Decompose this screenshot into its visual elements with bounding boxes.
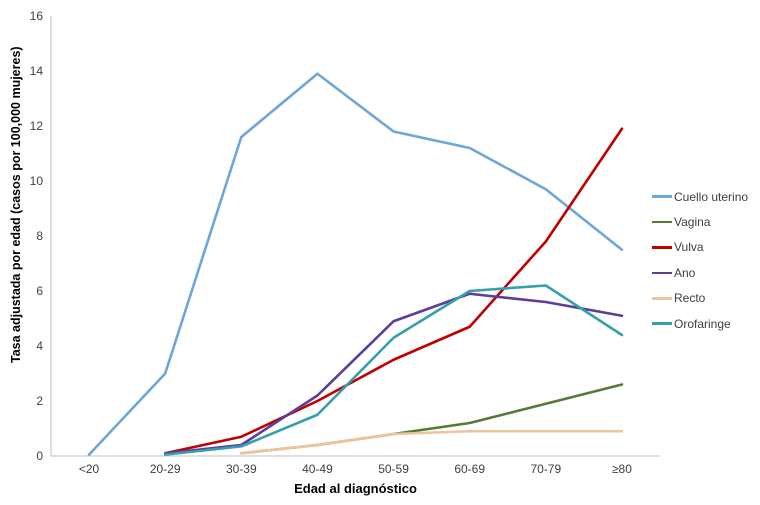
legend-swatch-icon <box>652 296 672 300</box>
series-line-cuello-uterino <box>87 72 624 456</box>
legend-swatch-icon <box>652 271 672 275</box>
x-tick-label: 20-29 <box>150 462 181 476</box>
legend-label: Cuello uterino <box>674 189 749 204</box>
legend-item-orofaringe: Orofaringe <box>652 311 748 336</box>
legend-swatch-icon <box>652 322 672 325</box>
y-tick-label: 16 <box>30 9 44 23</box>
x-tick-label: 40-49 <box>302 462 333 476</box>
legend-item-recto: Recto <box>652 286 748 311</box>
series-line-vagina <box>240 383 624 455</box>
y-tick-label: 8 <box>36 229 43 243</box>
legend-label: Orofaringe <box>674 316 731 331</box>
series-line-recto <box>240 429 624 455</box>
y-tick-label: 0 <box>36 449 43 463</box>
x-axis-title: Edad al diagnóstico <box>294 481 417 496</box>
legend-swatch-icon <box>652 220 672 224</box>
y-tick-label: 10 <box>30 174 44 188</box>
legend-swatch-icon <box>652 195 672 198</box>
y-tick-label: 4 <box>36 339 43 353</box>
x-tick-label: ≥80 <box>612 462 632 476</box>
x-tick-label: 70-79 <box>530 462 561 476</box>
series-line-ano <box>163 292 624 455</box>
legend-label: Ano <box>674 265 696 280</box>
series-line-vulva <box>163 127 624 455</box>
legend-item-cuello-uterino: Cuello uterino <box>652 184 748 209</box>
legend-label: Vulva <box>674 240 704 255</box>
y-tick-label: 14 <box>30 64 44 78</box>
legend-item-ano: Ano <box>652 260 748 285</box>
legend-label: Recto <box>674 291 706 306</box>
x-tick-label: 30-39 <box>226 462 257 476</box>
series-line-orofaringe <box>163 284 624 456</box>
y-tick-label: 6 <box>36 284 43 298</box>
x-tick-label: <20 <box>79 462 100 476</box>
x-tick-label: 60-69 <box>454 462 485 476</box>
legend-label: Vagina <box>674 215 711 230</box>
legend-item-vagina: Vagina <box>652 209 748 234</box>
y-axis-title: Tasa adjustada por edad (casos por 100,0… <box>9 46 23 363</box>
y-tick-label: 2 <box>36 394 43 408</box>
legend: Cuello uterino Vagina Vulva Ano Recto Orofari… <box>652 184 748 336</box>
legend-item-vulva: Vulva <box>652 235 748 260</box>
x-tick-label: 50-59 <box>378 462 409 476</box>
y-tick-label: 12 <box>30 119 44 133</box>
legend-swatch-icon <box>652 246 672 249</box>
